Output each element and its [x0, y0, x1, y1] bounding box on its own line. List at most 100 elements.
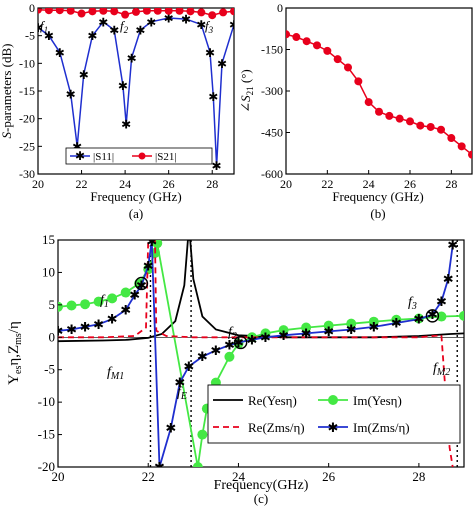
x-tick-label: 20	[280, 177, 292, 191]
data-point	[395, 114, 404, 123]
data-point: ✱	[181, 13, 191, 27]
series-re-zms-	[58, 240, 454, 467]
data-point: ✱	[260, 330, 271, 345]
data-point	[55, 8, 64, 15]
y-tick-label: -10	[38, 394, 55, 409]
crossing-circle	[233, 335, 248, 350]
data-point: ✱	[346, 322, 357, 337]
data-point: ✱	[72, 140, 82, 154]
data-point: ✱	[427, 307, 438, 322]
panel-c-ylabel: Yesη,Zms/η	[6, 321, 24, 385]
data-point: ✱	[118, 79, 128, 93]
series-im-yes-	[58, 240, 464, 467]
y-tick-label: 0	[277, 1, 283, 15]
data-point: ✱	[109, 24, 119, 38]
data-point	[278, 325, 289, 336]
data-point	[44, 8, 53, 15]
series-line	[38, 17, 234, 166]
data-point	[368, 316, 379, 327]
data-point: ✱	[66, 322, 77, 337]
y-tick-label: -25	[19, 139, 35, 153]
data-point	[107, 293, 118, 304]
data-point	[286, 30, 290, 39]
panel-b-xlabel: Frequency (GHz)	[332, 189, 423, 204]
panel-b-caption: (b)	[370, 206, 385, 221]
crossing-circle	[425, 309, 440, 323]
y-tick-label: -600	[261, 167, 283, 181]
x-tick-label: 26	[322, 469, 336, 484]
data-point: ✱	[233, 335, 244, 350]
series--s21-	[38, 8, 234, 20]
data-point	[406, 117, 414, 126]
data-point	[66, 300, 77, 311]
x-tick-label: 28	[206, 177, 218, 191]
y-tick-label: -150	[261, 43, 283, 57]
data-point: ✱	[154, 460, 165, 475]
data-point: ✱	[66, 87, 76, 101]
data-point	[313, 41, 321, 50]
data-point	[346, 318, 357, 329]
panel-a-xlabel: Frequency (GHz)	[90, 189, 181, 204]
panel-c-xlabel: Frequency(GHz)	[214, 478, 309, 493]
data-point	[260, 328, 271, 339]
data-point: ✱	[212, 159, 222, 173]
panel-b-ylabel: ∠S21 (°)	[238, 69, 255, 113]
panel-b-frame	[285, 7, 473, 175]
data-point	[219, 8, 228, 17]
y-tick-label: -15	[19, 84, 35, 98]
legend-im-z: Im(Zms/η)	[353, 420, 410, 435]
x-tick-label: 20	[52, 469, 65, 484]
annot-fm2: fM2	[433, 361, 450, 378]
data-point: ✱	[205, 46, 215, 60]
annot-c-f3: f3	[408, 295, 417, 312]
data-point	[230, 8, 234, 16]
data-point: ✱	[196, 18, 206, 32]
x-tick-label: 20	[32, 177, 44, 191]
data-point	[142, 8, 151, 15]
data-point: ✱	[224, 338, 235, 353]
data-point	[197, 8, 206, 17]
y-tick-label: -5	[25, 29, 35, 43]
data-point	[364, 98, 373, 107]
data-point	[323, 46, 332, 55]
series-line	[58, 240, 464, 343]
data-point	[110, 8, 119, 16]
y-tick-label: -10	[19, 56, 35, 70]
y-tick-label: -15	[38, 427, 55, 442]
data-point	[436, 311, 447, 322]
data-point: ✱	[33, 21, 43, 35]
data-point: ✱	[229, 18, 239, 32]
data-point: ✱	[93, 317, 104, 332]
data-point	[344, 63, 352, 72]
data-point: ✱	[413, 312, 424, 327]
data-point: ✱	[146, 234, 157, 249]
data-point: ✱	[368, 319, 379, 334]
data-point: ✱	[165, 421, 176, 436]
panel-c-legend: Re(Yesη) Im(Yesη) Re(Zms/η) ✱ Im(Zms/η)	[207, 384, 461, 444]
data-point	[99, 8, 108, 15]
annot-f2: f2	[120, 18, 129, 35]
data-point: ✱	[55, 46, 65, 60]
data-point: ✱	[197, 349, 208, 364]
data-point	[323, 320, 334, 331]
x-tick-label: 26	[404, 177, 416, 191]
series-im-zms-: ✱ ✱ ✱ ✱ ✱✱✱✱✱✱✱✱✱✱✱ ✱ ✱✱ ✱ ✱ ✱ ✱ ✱ ✱ ✱ ✱ ✱ ✱✱✱✱	[58, 234, 458, 475]
annot-fm1: fM1	[107, 365, 124, 382]
legend-re-y: Re(Yesη)	[248, 393, 297, 408]
data-point	[77, 9, 86, 18]
series-line	[58, 240, 454, 467]
series-re-yes-	[58, 240, 464, 343]
data-point: ✱	[278, 328, 289, 343]
data-point	[186, 8, 195, 16]
data-point: ✱	[164, 11, 174, 25]
annot-f3: f3	[205, 18, 214, 35]
data-point	[468, 150, 472, 159]
data-point: ✱	[107, 312, 118, 327]
y-tick-label: 0	[49, 329, 56, 344]
data-point: ✱	[183, 359, 194, 374]
data-point	[459, 310, 464, 321]
data-point: ✱	[98, 15, 108, 29]
data-point	[457, 142, 466, 151]
panel-a-ylabel: S-parameters (dB)	[0, 44, 14, 139]
data-point: ✱	[391, 316, 402, 331]
